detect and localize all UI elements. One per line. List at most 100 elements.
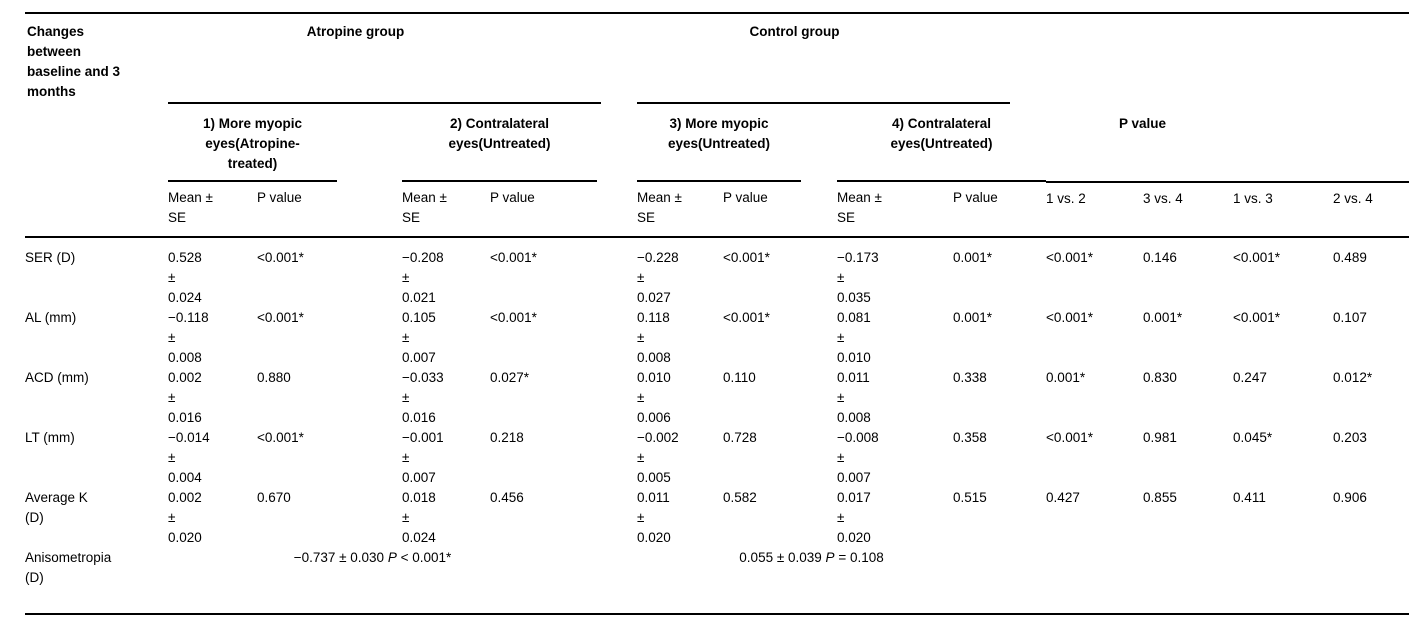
se-value: 0.021	[402, 290, 436, 305]
p-value-cell: 0.670	[257, 490, 291, 505]
pvalue-col-header-2v4: 2 vs. 4	[1333, 182, 1410, 238]
se-value: 0.035	[837, 290, 871, 305]
plus-minus: ±	[402, 330, 410, 345]
mean-se-cell: −0.014 ± 0.004	[168, 428, 257, 488]
subgroup-header-row: 1) More myopic eyes(Atropine- treated) 2…	[25, 104, 1410, 183]
plus-minus: ±	[168, 510, 176, 525]
plus-minus: ±	[168, 450, 176, 465]
mean-se-header-1: Mean ± SE	[168, 182, 257, 238]
mean-se-cell: 0.010 ± 0.006	[637, 368, 723, 428]
comparison-p-cell: 0.203	[1333, 430, 1367, 445]
mean-se-cell: 0.017 ± 0.020	[837, 488, 953, 548]
subgroup-header-cell-1: 1) More myopic eyes(Atropine- treated)	[168, 104, 402, 182]
row-label: ACD (mm)	[25, 370, 89, 385]
p-value-cell: 0.582	[723, 490, 757, 505]
table-row: ACD (mm) 0.002 ± 0.016 0.880 −0.033 ± 0.…	[25, 368, 1409, 428]
subgroup-header-cell-3: 3) More myopic eyes(Untreated)	[637, 104, 837, 182]
results-table: Changes between baseline and 3 months At…	[25, 12, 1410, 615]
group-header-row: Changes between baseline and 3 months At…	[25, 13, 1409, 238]
pvalue-header-1: P value	[257, 182, 402, 238]
mean-se-cell: 0.002 ± 0.016	[168, 368, 257, 428]
comparison-p-cell: 0.489	[1333, 250, 1367, 265]
se-value: 0.010	[837, 350, 871, 365]
se-value: 0.024	[402, 530, 436, 545]
se-value: 0.024	[168, 290, 202, 305]
p-value-cell: <0.001*	[257, 250, 304, 265]
anisometropia-row: Anisometropia (D) −0.737 ± 0.030 P < 0.0…	[25, 548, 1409, 614]
subgroup-header-cell-2: 2) Contralateral eyes(Untreated)	[402, 104, 637, 182]
comparison-p-cell: 0.045*	[1233, 430, 1273, 445]
plus-minus: ±	[837, 510, 845, 525]
anisometropia-control-p: = 0.108	[838, 550, 884, 565]
p-value-cell: 0.728	[723, 430, 757, 445]
group-header-cell-control: Control group	[637, 13, 1046, 104]
table-header: Changes between baseline and 3 months At…	[25, 13, 1410, 238]
pvalue-header-3: P value	[723, 182, 837, 238]
se-value: 0.016	[402, 410, 436, 425]
table-body: SER (D) 0.528 ± 0.024 <0.001* −0.208 ± 0…	[25, 237, 1409, 548]
comparison-p-cell: 0.830	[1143, 370, 1177, 385]
plus-minus: ±	[402, 270, 410, 285]
mean-value: −0.008	[837, 430, 879, 445]
plus-minus: ±	[837, 450, 845, 465]
p-symbol: P	[387, 550, 397, 565]
mean-se-cell: 0.118 ± 0.008	[637, 308, 723, 368]
se-value: 0.007	[402, 350, 436, 365]
mean-value: 0.002	[168, 370, 202, 385]
comparison-p-cell: 0.001*	[1046, 370, 1086, 385]
mean-se-cell: 0.002 ± 0.020	[168, 488, 257, 548]
p-value-cell: <0.001*	[723, 250, 770, 265]
mean-se-header-3: Mean ± SE	[637, 182, 723, 238]
se-value: 0.008	[168, 350, 202, 365]
anisometropia-atropine-p: < 0.001*	[400, 550, 452, 565]
mean-se-cell: −0.002 ± 0.005	[637, 428, 723, 488]
se-value: 0.016	[168, 410, 202, 425]
mean-se-cell: 0.011 ± 0.020	[637, 488, 723, 548]
comparison-p-cell: <0.001*	[1233, 310, 1280, 325]
table-row: LT (mm) −0.014 ± 0.004 <0.001* −0.001 ± …	[25, 428, 1409, 488]
mean-value: −0.002	[637, 430, 679, 445]
p-value-cell: 0.338	[953, 370, 987, 385]
mean-value: 0.002	[168, 490, 202, 505]
table-row: AL (mm) −0.118 ± 0.008 <0.001* 0.105 ± 0…	[25, 308, 1409, 368]
stub-header: Changes between baseline and 3 months	[25, 13, 168, 238]
mean-value: −0.208	[402, 250, 444, 265]
mean-se-header-2: Mean ± SE	[402, 182, 490, 238]
empty-cell	[1046, 548, 1409, 614]
se-value: 0.005	[637, 470, 671, 485]
p-value-cell: 0.515	[953, 490, 987, 505]
comparison-p-cell: 0.906	[1333, 490, 1367, 505]
subgroup-header-cell-4: 4) Contralateral eyes(Untreated)	[837, 104, 1047, 182]
plus-minus: ±	[637, 450, 645, 465]
mean-se-cell: −0.001 ± 0.007	[402, 428, 490, 488]
p-value-cell: 0.358	[953, 430, 987, 445]
comparison-p-cell: 0.411	[1233, 490, 1266, 505]
p-value-cell: <0.001*	[257, 430, 304, 445]
group-header-cell-atropine: Atropine group	[168, 13, 637, 104]
subgroup-header-1: 1) More myopic eyes(Atropine- treated)	[168, 104, 337, 182]
mean-se-cell: 0.018 ± 0.024	[402, 488, 490, 548]
comparison-p-cell: <0.001*	[1046, 250, 1093, 265]
p-value-cell: 0.027*	[490, 370, 530, 385]
mean-se-cell: 0.528 ± 0.024	[168, 237, 257, 308]
plus-minus: ±	[837, 390, 845, 405]
comparison-p-cell: 0.001*	[1143, 310, 1183, 325]
plus-minus: ±	[837, 330, 845, 345]
plus-minus: ±	[637, 270, 645, 285]
mean-se-cell: 0.105 ± 0.007	[402, 308, 490, 368]
p-value-cell: 0.456	[490, 490, 524, 505]
plus-minus: ±	[402, 390, 410, 405]
se-value: 0.020	[168, 530, 202, 545]
comparison-p-cell: 0.107	[1333, 310, 1367, 325]
mean-se-cell: 0.081 ± 0.010	[837, 308, 953, 368]
se-value: 0.004	[168, 470, 202, 485]
mean-se-cell: −0.033 ± 0.016	[402, 368, 490, 428]
pvalue-header-2: P value	[490, 182, 637, 238]
comparison-p-cell: 0.855	[1143, 490, 1177, 505]
mean-value: −0.033	[402, 370, 444, 385]
mean-se-header-4: Mean ± SE	[837, 182, 953, 238]
subgroup-header-4: 4) Contralateral eyes(Untreated)	[837, 104, 1047, 182]
comparison-p-cell: 0.427	[1046, 490, 1080, 505]
plus-minus: ±	[402, 510, 410, 525]
row-label: Average K (D)	[25, 490, 88, 525]
